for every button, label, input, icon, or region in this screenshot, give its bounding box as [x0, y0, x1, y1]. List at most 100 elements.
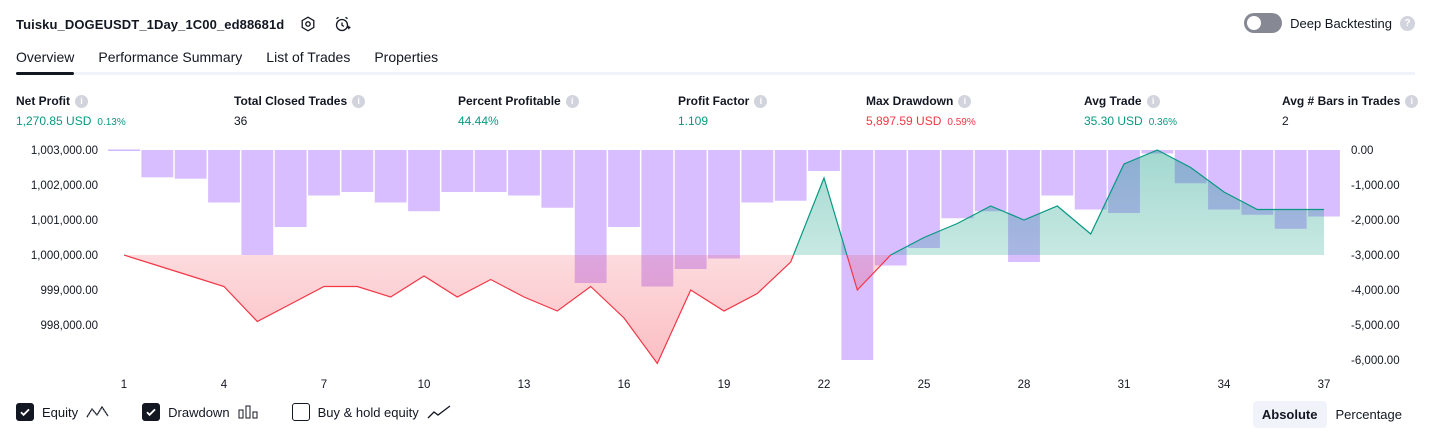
left-axis-tick-label: 1,001,000.00: [31, 215, 98, 227]
right-axis-tick-label: 0.00: [1351, 145, 1373, 157]
x-axis-tick-label: 13: [518, 379, 531, 391]
right-axis-tick-label: -3,000.00: [1351, 250, 1400, 262]
drawdown-bar: [474, 150, 507, 192]
x-axis-tick-label: 31: [1118, 379, 1131, 391]
equity-area-negative: [124, 255, 1324, 364]
drawdown-bar: [208, 150, 240, 203]
deep-backtesting-label: Deep Backtesting: [1290, 15, 1392, 31]
metric-avg-bars-in-trades: Avg # Bars in Trades i 2: [1282, 94, 1419, 128]
x-axis-tick-label: 1: [121, 379, 127, 391]
x-axis-tick-label: 19: [718, 379, 731, 391]
metric-label: Max Drawdown: [866, 94, 954, 108]
metric-label: Total Closed Trades: [234, 94, 348, 108]
metric-total-closed-trades: Total Closed Trades i 36: [234, 94, 366, 128]
metric-label: Profit Factor: [678, 94, 750, 108]
info-icon[interactable]: i: [75, 94, 88, 108]
drawdown-checkbox[interactable]: [142, 403, 161, 421]
chart-legend: Equity Drawdown Buy & hold equity: [16, 403, 483, 421]
tab-properties[interactable]: Properties: [374, 49, 439, 65]
x-axis-tick-label: 22: [818, 379, 831, 391]
header: Tuisku_DOGEUSDT_1Day_1C00_ed88681d: [16, 12, 352, 36]
mode-percentage-button[interactable]: Percentage: [1335, 407, 1403, 422]
metric-label: Net Profit: [16, 94, 70, 108]
metric-value: 1,270.85 USD: [16, 114, 92, 128]
info-icon[interactable]: i: [1146, 94, 1160, 108]
drawdown-bar: [808, 150, 840, 171]
drawdown-bar: [274, 150, 307, 227]
legend-drawdown[interactable]: Drawdown: [142, 403, 259, 421]
metric-value: 36: [234, 114, 248, 128]
tab-performance-summary[interactable]: Performance Summary: [98, 49, 243, 65]
drawdown-bar: [908, 150, 940, 248]
metric-avg-trade: Avg Trade i 35.30 USD 0.36%: [1084, 94, 1177, 128]
x-axis-tick-label: 10: [418, 379, 431, 391]
deep-backtesting-toggle[interactable]: [1244, 13, 1283, 33]
metric-label: Avg Trade: [1084, 94, 1142, 108]
right-axis-tick-label: -6,000.00: [1351, 355, 1400, 367]
info-icon[interactable]: i: [565, 94, 579, 108]
drawdown-bar: [608, 150, 640, 227]
x-axis-tick-label: 34: [1218, 379, 1231, 391]
metric-value: 35.30 USD: [1084, 114, 1143, 128]
metric-sub: 0.36%: [1148, 117, 1178, 128]
drawdown-bar: [674, 150, 707, 269]
buy-hold-checkbox[interactable]: [291, 403, 310, 421]
deep-backtesting: Deep Backtesting ?: [1244, 13, 1415, 33]
drawdown-bar: [1041, 150, 1074, 196]
equity-line-positive: [124, 149, 1324, 255]
metric-sub: 0.13%: [97, 117, 126, 128]
drawdown-bar: [1074, 150, 1107, 210]
metric-label: Avg # Bars in Trades: [1282, 94, 1401, 108]
equity-line-negative: [123, 255, 892, 365]
metric-max-drawdown: Max Drawdown i 5,897.59 USD 0.59%: [866, 94, 976, 128]
equity-chart: 1,003,000.00 1,002,000.00 1,001,000.00 1,00…: [31, 145, 1400, 391]
drawdown-bar: [974, 150, 1007, 212]
metric-sub: 0.59%: [947, 117, 976, 128]
metric-value: 1.109: [678, 114, 709, 128]
help-icon[interactable]: ?: [1400, 15, 1415, 31]
left-axis-tick-label: 1,003,000.00: [31, 145, 98, 157]
tab-list-of-trades[interactable]: List of Trades: [266, 49, 351, 65]
right-axis-tick-label: -5,000.00: [1351, 320, 1400, 332]
drawdown-bar: [874, 150, 907, 266]
strategy-name: Tuisku_DOGEUSDT_1Day_1C00_ed88681d: [16, 16, 285, 32]
metrics-row: Net Profit i 1,270.85 USD 0.13% Total Clos…: [16, 94, 1419, 130]
drawdown-bar: [774, 150, 807, 201]
left-axis-tick-label: 1,002,000.00: [31, 180, 98, 192]
info-icon[interactable]: i: [958, 94, 972, 108]
metric-value: 5,897.59 USD: [866, 114, 942, 128]
drawdown-bar: [241, 150, 274, 255]
metric-value: 44.44%: [458, 114, 499, 128]
x-axis-tick-label: 28: [1018, 379, 1031, 391]
equity-area-positive: [124, 150, 1324, 255]
info-icon[interactable]: i: [754, 94, 768, 108]
drawdown-bar: [341, 150, 374, 192]
legend-label: Drawdown: [168, 404, 230, 420]
drawdown-bar: [708, 150, 740, 259]
legend-buy-hold[interactable]: Buy & hold equity: [291, 403, 451, 421]
drawdown-bar: [141, 150, 174, 178]
metric-profit-factor: Profit Factor i 1.109: [678, 94, 768, 128]
left-axis-tick-label: 999,000.00: [40, 285, 98, 297]
equity-checkbox[interactable]: [16, 403, 34, 421]
legend-label: Buy & hold equity: [317, 404, 419, 420]
buy-hold-line-icon: [427, 405, 451, 419]
legend-equity[interactable]: Equity: [16, 403, 110, 421]
add-alert-icon[interactable]: [332, 14, 352, 34]
metric-net-profit: Net Profit i 1,270.85 USD 0.13%: [16, 94, 126, 128]
tab-overview[interactable]: Overview: [16, 46, 75, 75]
left-axis-tick-label: 998,000.00: [40, 320, 98, 332]
drawdown-bar: [941, 150, 974, 219]
info-icon[interactable]: i: [352, 94, 366, 108]
settings-icon[interactable]: [298, 14, 318, 34]
drawdown-bars-icon: [238, 405, 260, 419]
drawdown-bar: [408, 150, 440, 212]
drawdown-bar: [541, 150, 574, 208]
x-axis-tick-label: 25: [918, 379, 931, 391]
drawdown-bar: [1308, 150, 1340, 217]
left-axis-tick-label: 1,000,000.00: [31, 250, 98, 262]
mode-absolute-button[interactable]: Absolute: [1252, 401, 1327, 428]
info-icon[interactable]: i: [1405, 94, 1419, 108]
x-axis-tick-label: 16: [618, 379, 631, 391]
metric-label: Percent Profitable: [458, 94, 561, 108]
